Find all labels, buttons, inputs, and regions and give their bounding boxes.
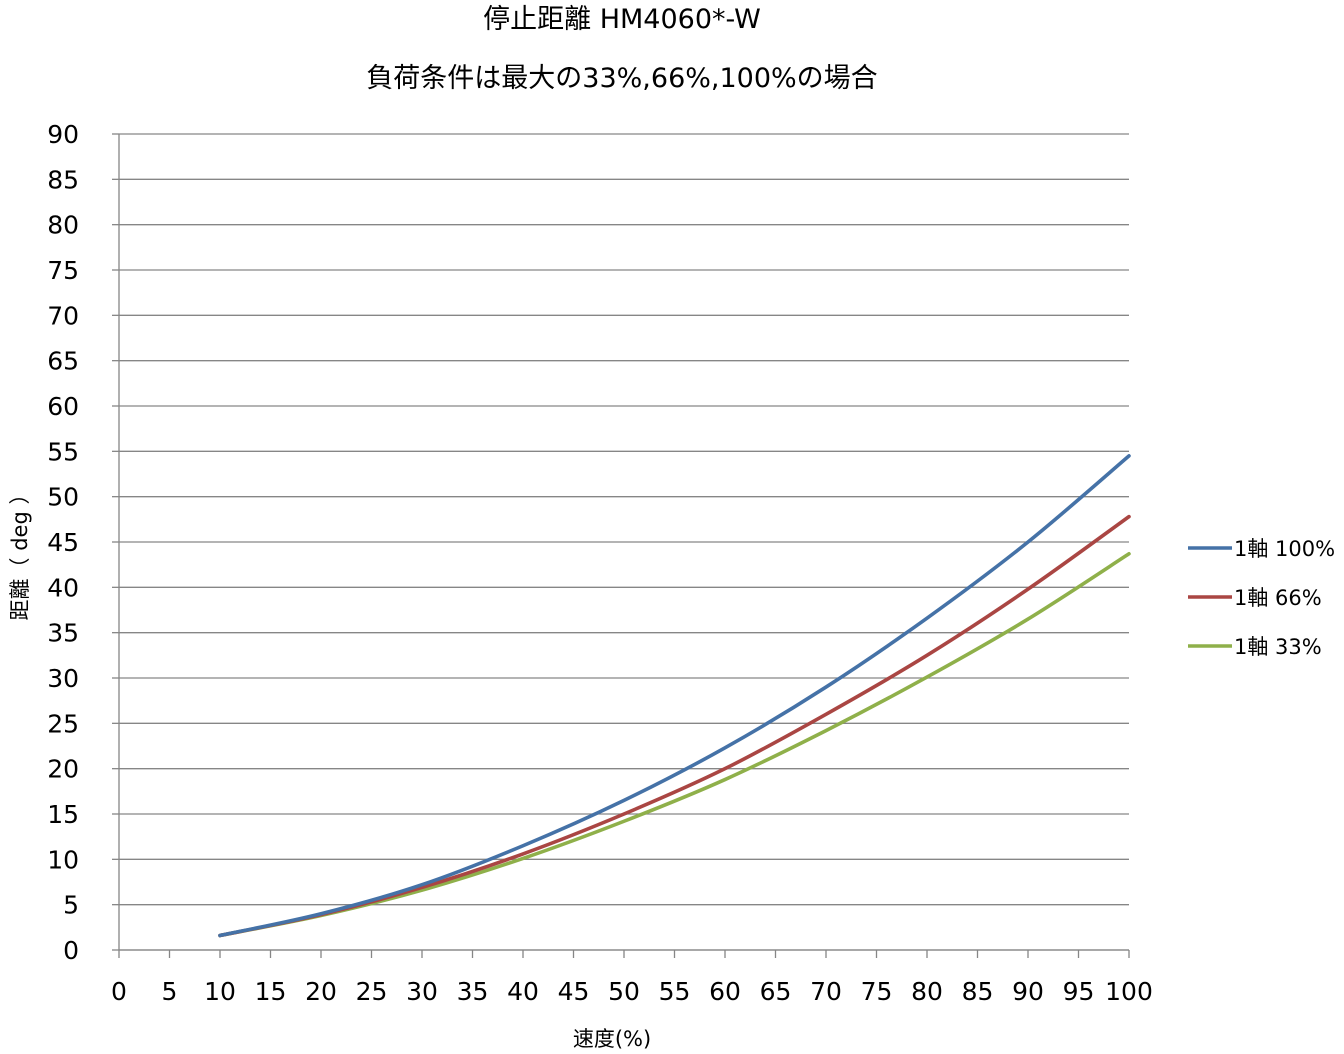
y-tick-label: 65 bbox=[47, 347, 79, 376]
x-tick-label: 0 bbox=[111, 977, 127, 1006]
legend-label: 1軸 33% bbox=[1234, 635, 1322, 659]
legend-item: 1軸 66% bbox=[1188, 586, 1322, 610]
x-tick-label: 35 bbox=[457, 977, 489, 1006]
x-axis-title: 速度(%) bbox=[573, 1027, 651, 1051]
gridlines bbox=[119, 133, 1129, 951]
x-tick-label: 20 bbox=[305, 977, 337, 1006]
y-axis-title: 距離（ deg ） bbox=[8, 484, 32, 621]
legend-label: 1軸 66% bbox=[1234, 586, 1322, 610]
y-tick-label: 45 bbox=[47, 528, 79, 557]
y-tick-label: 55 bbox=[47, 437, 79, 466]
x-tick-label: 25 bbox=[356, 977, 388, 1006]
x-tick-label: 100 bbox=[1105, 977, 1153, 1006]
series-line-2 bbox=[218, 514, 1131, 938]
y-tick-label: 40 bbox=[47, 573, 79, 602]
x-tick-label: 10 bbox=[204, 977, 236, 1006]
y-tick-label: 90 bbox=[47, 120, 79, 149]
y-tick-label: 50 bbox=[47, 483, 79, 512]
x-tick-label: 75 bbox=[861, 977, 893, 1006]
chart-title: 停止距離 HM4060*-W bbox=[483, 4, 761, 35]
x-tick-label: 95 bbox=[1063, 977, 1095, 1006]
y-tick-label: 35 bbox=[47, 619, 79, 648]
x-tick-label: 80 bbox=[911, 977, 943, 1006]
y-tick-label: 70 bbox=[47, 301, 79, 330]
y-tick-label: 5 bbox=[63, 891, 79, 920]
x-tick-label: 70 bbox=[810, 977, 842, 1006]
legend-item: 1軸 100% bbox=[1188, 537, 1335, 561]
x-axis-ticks: 0 5 10 15 20 25 30 35 40 45 50 55 60 65 70 75 80 85 90 95 10… bbox=[111, 950, 1153, 1006]
x-tick-label: 90 bbox=[1012, 977, 1044, 1006]
x-tick-label: 45 bbox=[558, 977, 590, 1006]
y-tick-label: 80 bbox=[47, 211, 79, 240]
x-tick-label: 50 bbox=[608, 977, 640, 1006]
legend-label: 1軸 100% bbox=[1234, 537, 1335, 561]
x-tick-label: 30 bbox=[406, 977, 438, 1006]
x-tick-label: 85 bbox=[962, 977, 994, 1006]
y-tick-label: 30 bbox=[47, 664, 79, 693]
y-tick-label: 20 bbox=[47, 755, 79, 784]
legend: 1軸 100% 1軸 66% 1軸 33% bbox=[1188, 537, 1335, 659]
x-tick-label: 65 bbox=[760, 977, 792, 1006]
chart-subtitle: 負荷条件は最大の33%,66%,100%の場合 bbox=[366, 63, 877, 94]
x-tick-label: 55 bbox=[659, 977, 691, 1006]
y-tick-label: 85 bbox=[47, 165, 79, 194]
y-tick-label: 10 bbox=[47, 845, 79, 874]
y-tick-label: 15 bbox=[47, 800, 79, 829]
x-tick-label: 40 bbox=[507, 977, 539, 1006]
y-axis-ticks: 0 5 10 15 20 25 30 35 40 45 50 55 60 65 70 75 80 85 90 bbox=[47, 120, 119, 965]
y-tick-label: 25 bbox=[47, 709, 79, 738]
series-lines bbox=[218, 454, 1131, 938]
x-tick-label: 15 bbox=[255, 977, 287, 1006]
y-tick-label: 75 bbox=[47, 256, 79, 285]
legend-item: 1軸 33% bbox=[1188, 635, 1322, 659]
y-tick-label: 60 bbox=[47, 392, 79, 421]
x-tick-label: 60 bbox=[709, 977, 741, 1006]
x-tick-label: 5 bbox=[162, 977, 178, 1006]
series-line-1 bbox=[218, 454, 1131, 938]
y-tick-label: 0 bbox=[63, 936, 79, 965]
